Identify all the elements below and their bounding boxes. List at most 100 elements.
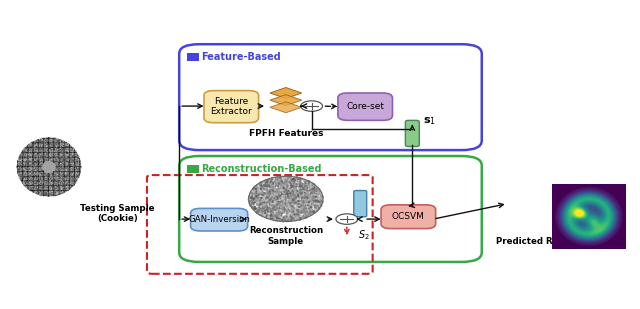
Point <box>289 187 300 192</box>
Point <box>310 187 321 192</box>
Text: Testing Sample
(Cookie): Testing Sample (Cookie) <box>80 204 154 223</box>
Point <box>295 200 305 205</box>
Point <box>274 194 284 199</box>
Point <box>246 190 256 195</box>
Point <box>312 202 323 207</box>
Point <box>306 211 316 216</box>
Point <box>255 202 265 207</box>
Point <box>305 208 315 213</box>
Point <box>298 215 308 220</box>
Point <box>262 215 272 220</box>
Point <box>285 194 295 199</box>
Point <box>261 188 271 193</box>
Point <box>290 211 300 216</box>
Point <box>270 186 280 191</box>
Point <box>286 207 296 212</box>
Point <box>284 174 294 179</box>
Point <box>302 204 312 209</box>
Point <box>268 194 278 199</box>
Point <box>252 197 262 202</box>
Point <box>252 210 262 215</box>
Point <box>304 205 314 210</box>
Point <box>260 205 271 210</box>
Point <box>260 204 271 209</box>
Point <box>285 213 295 218</box>
Point <box>308 186 319 191</box>
Point <box>248 199 258 204</box>
Point <box>284 194 294 199</box>
Point <box>272 180 282 185</box>
Point <box>276 199 287 204</box>
Point <box>300 192 310 197</box>
Point <box>264 197 274 201</box>
Point <box>310 188 321 193</box>
Point <box>291 200 301 205</box>
Point <box>289 185 299 190</box>
Point <box>295 176 305 181</box>
Point <box>285 213 295 218</box>
Point <box>287 207 298 212</box>
Point <box>287 194 297 199</box>
Point <box>291 178 301 183</box>
Point <box>292 216 302 221</box>
Point <box>287 201 297 205</box>
Point <box>304 199 314 204</box>
Point <box>272 178 282 183</box>
Point <box>287 207 297 212</box>
Point <box>282 210 292 214</box>
Point <box>289 183 299 188</box>
Point <box>287 182 298 187</box>
Point <box>248 205 259 210</box>
Point <box>302 211 312 216</box>
Point <box>272 183 282 188</box>
Point <box>291 184 301 189</box>
Point <box>254 205 264 210</box>
Point <box>304 180 314 185</box>
Point <box>271 210 282 215</box>
Point <box>289 210 300 214</box>
Point <box>276 192 287 197</box>
Point <box>260 203 271 208</box>
Point <box>271 183 281 188</box>
Point <box>257 199 268 204</box>
Point <box>287 215 297 220</box>
Point <box>264 177 275 182</box>
Point <box>280 210 290 215</box>
Point <box>311 191 321 196</box>
Point <box>290 205 300 210</box>
Point <box>267 207 277 212</box>
Point <box>282 201 292 205</box>
Point <box>264 184 275 189</box>
Point <box>292 217 302 222</box>
Point <box>291 195 301 200</box>
Point <box>294 205 304 210</box>
Point <box>284 208 294 213</box>
Point <box>285 192 296 197</box>
Point <box>304 192 314 197</box>
Point <box>272 210 282 215</box>
Point <box>300 187 310 192</box>
Point <box>305 208 316 213</box>
Point <box>275 208 285 213</box>
Point <box>286 202 296 207</box>
Point <box>268 217 278 222</box>
Point <box>252 202 262 207</box>
Point <box>305 213 316 218</box>
Point <box>310 189 320 194</box>
Point <box>301 198 311 203</box>
Point <box>272 181 282 186</box>
Point <box>298 176 308 181</box>
Point <box>301 184 312 188</box>
Point <box>253 184 264 189</box>
Point <box>306 188 316 193</box>
Point <box>267 206 277 211</box>
Point <box>247 196 257 201</box>
Point <box>292 191 303 196</box>
Point <box>259 180 269 185</box>
Point <box>284 180 294 184</box>
Point <box>288 207 298 212</box>
Point <box>302 201 312 206</box>
Point <box>269 187 280 192</box>
Point <box>316 198 326 203</box>
Point <box>260 184 271 188</box>
